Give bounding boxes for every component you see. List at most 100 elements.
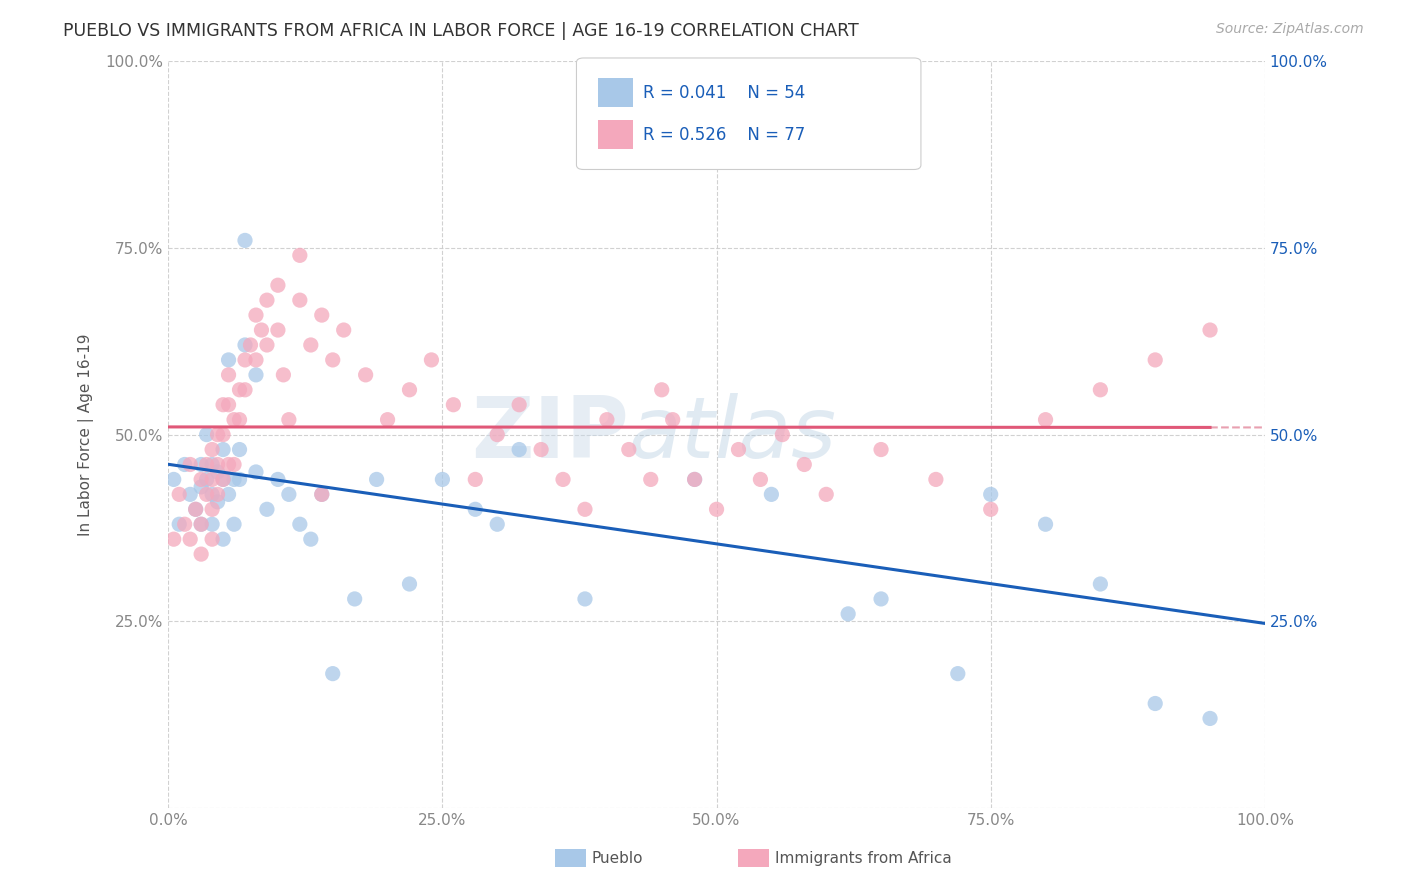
Point xyxy=(398,383,420,397)
Point xyxy=(228,472,250,486)
Point xyxy=(837,607,859,621)
Point xyxy=(212,427,235,442)
Point xyxy=(228,383,250,397)
Point xyxy=(256,293,278,308)
Point xyxy=(980,502,1002,516)
Point xyxy=(486,427,509,442)
Point xyxy=(464,472,486,486)
Point xyxy=(1090,383,1112,397)
Text: atlas: atlas xyxy=(628,393,837,476)
Point xyxy=(464,502,486,516)
Point xyxy=(277,487,299,501)
Point xyxy=(222,472,245,486)
Point xyxy=(250,323,273,337)
Point xyxy=(311,487,333,501)
Point xyxy=(233,234,256,248)
Point xyxy=(179,487,201,501)
Point xyxy=(245,368,267,382)
Point xyxy=(925,472,948,486)
Point xyxy=(195,458,218,472)
Point xyxy=(398,577,420,591)
Point xyxy=(574,591,596,606)
Point xyxy=(617,128,640,143)
Point xyxy=(651,383,673,397)
Point xyxy=(212,398,235,412)
Point xyxy=(530,442,553,457)
Point xyxy=(239,338,262,352)
Point xyxy=(212,472,235,486)
Point xyxy=(212,442,235,457)
Point xyxy=(190,458,212,472)
Point xyxy=(195,472,218,486)
Text: PUEBLO VS IMMIGRANTS FROM AFRICA IN LABOR FORCE | AGE 16-19 CORRELATION CHART: PUEBLO VS IMMIGRANTS FROM AFRICA IN LABO… xyxy=(63,22,859,40)
Point xyxy=(201,487,224,501)
Point xyxy=(179,458,201,472)
Point xyxy=(267,278,290,293)
Point xyxy=(222,458,245,472)
Point xyxy=(770,427,793,442)
Point xyxy=(980,487,1002,501)
Point xyxy=(256,502,278,516)
Point xyxy=(207,487,229,501)
Point xyxy=(277,412,299,426)
Point xyxy=(228,442,250,457)
Point xyxy=(322,352,344,367)
Text: ZIP: ZIP xyxy=(471,393,628,476)
Point xyxy=(870,442,893,457)
Point xyxy=(222,412,245,426)
Text: Source: ZipAtlas.com: Source: ZipAtlas.com xyxy=(1216,22,1364,37)
Point xyxy=(179,532,201,546)
Point xyxy=(190,472,212,486)
Point xyxy=(617,442,640,457)
Point xyxy=(233,338,256,352)
Point xyxy=(228,412,250,426)
Point xyxy=(212,532,235,546)
Point xyxy=(233,352,256,367)
Point xyxy=(195,427,218,442)
Point xyxy=(173,517,195,532)
Point xyxy=(201,502,224,516)
Point xyxy=(508,442,530,457)
Point xyxy=(288,293,311,308)
Point xyxy=(245,352,267,367)
Text: Immigrants from Africa: Immigrants from Africa xyxy=(775,851,952,865)
Point xyxy=(1199,711,1222,725)
Point xyxy=(299,338,322,352)
Point xyxy=(207,427,229,442)
Point xyxy=(212,472,235,486)
Point xyxy=(218,487,240,501)
Point xyxy=(288,248,311,262)
Point xyxy=(195,487,218,501)
Text: R = 0.041    N = 54: R = 0.041 N = 54 xyxy=(643,84,804,102)
Point xyxy=(1144,352,1167,367)
Point xyxy=(727,442,749,457)
Point xyxy=(218,368,240,382)
Point xyxy=(596,412,619,426)
Point xyxy=(167,487,190,501)
Text: Pueblo: Pueblo xyxy=(592,851,644,865)
Point xyxy=(273,368,295,382)
Point xyxy=(190,517,212,532)
Point xyxy=(441,398,464,412)
Point xyxy=(322,666,344,681)
Point xyxy=(267,323,290,337)
Point xyxy=(574,502,596,516)
Point xyxy=(163,532,186,546)
Point xyxy=(1035,412,1057,426)
Point xyxy=(167,517,190,532)
Point xyxy=(343,591,366,606)
Point xyxy=(551,472,574,486)
Point xyxy=(1090,577,1112,591)
Point xyxy=(184,502,207,516)
Point xyxy=(218,352,240,367)
Point xyxy=(299,532,322,546)
Point xyxy=(706,502,728,516)
Point xyxy=(661,412,683,426)
Point xyxy=(201,458,224,472)
Point xyxy=(190,547,212,561)
Point xyxy=(207,495,229,509)
Point xyxy=(173,458,195,472)
Point xyxy=(311,487,333,501)
Text: R = 0.526    N = 77: R = 0.526 N = 77 xyxy=(643,126,804,144)
Point xyxy=(1144,697,1167,711)
